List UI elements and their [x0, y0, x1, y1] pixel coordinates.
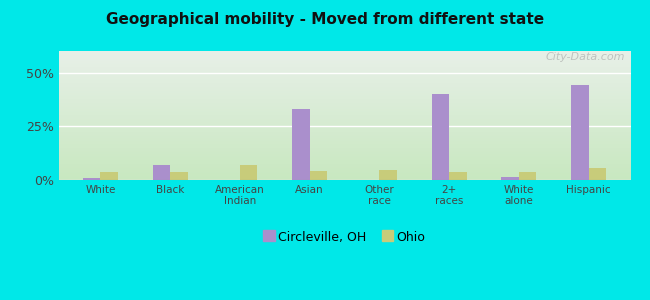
- Bar: [432, 94, 449, 180]
- Bar: [100, 172, 118, 180]
- Bar: [589, 168, 606, 180]
- Bar: [83, 178, 100, 180]
- Text: City-Data.com: City-Data.com: [545, 52, 625, 62]
- Bar: [501, 177, 519, 180]
- Bar: [571, 85, 589, 180]
- Bar: [240, 165, 257, 180]
- Legend: Circleville, OH, Ohio: Circleville, OH, Ohio: [259, 226, 430, 249]
- Bar: [153, 165, 170, 180]
- Bar: [309, 171, 327, 180]
- Text: Geographical mobility - Moved from different state: Geographical mobility - Moved from diffe…: [106, 12, 544, 27]
- Bar: [519, 172, 536, 180]
- Bar: [170, 172, 188, 180]
- Bar: [380, 170, 396, 180]
- Bar: [449, 172, 467, 180]
- Bar: [292, 109, 309, 180]
